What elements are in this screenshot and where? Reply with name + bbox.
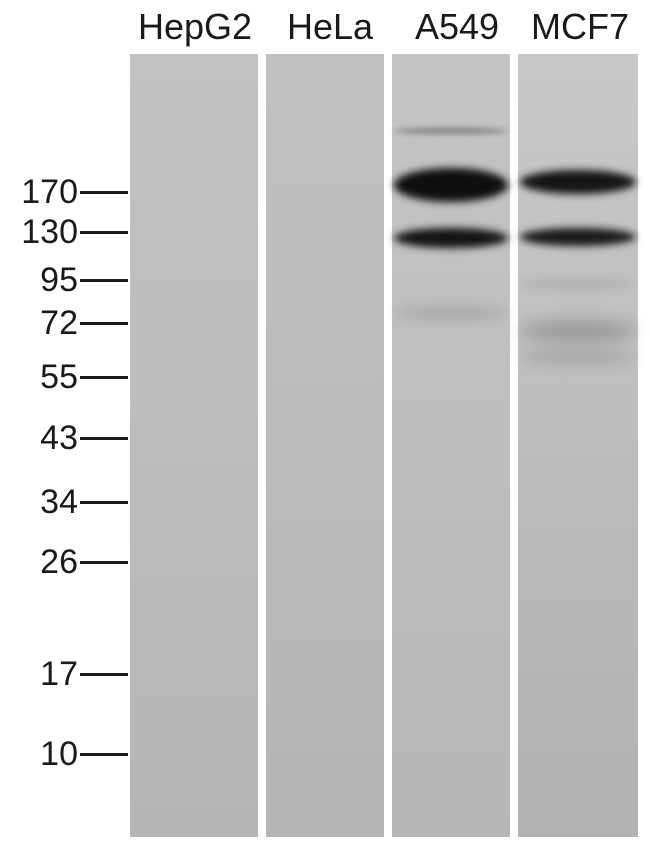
mw-tick — [80, 376, 128, 379]
lane-strip — [266, 54, 384, 837]
mw-tick — [80, 231, 128, 234]
protein-band — [520, 280, 636, 288]
mw-tick — [80, 673, 128, 676]
mw-label: 55 — [40, 358, 78, 397]
mw-label: 72 — [40, 304, 78, 343]
lane-strip — [518, 54, 638, 837]
mw-tick — [80, 753, 128, 756]
mw-tick — [80, 279, 128, 282]
mw-label: 26 — [40, 543, 78, 582]
mw-label: 10 — [40, 735, 78, 774]
mw-label: 34 — [40, 483, 78, 522]
mw-label: 130 — [21, 213, 78, 252]
mw-label: 43 — [40, 419, 78, 458]
mw-label: 95 — [40, 261, 78, 300]
mw-tick — [80, 322, 128, 325]
mw-label: 170 — [21, 173, 78, 212]
mw-tick — [80, 501, 128, 504]
mw-tick — [80, 191, 128, 194]
protein-band — [520, 350, 636, 364]
protein-band — [520, 228, 636, 246]
lane-label: MCF7 — [520, 6, 640, 48]
protein-band — [520, 320, 636, 342]
protein-band — [394, 306, 508, 320]
mw-tick — [80, 437, 128, 440]
protein-band — [394, 228, 508, 248]
mw-label: 17 — [40, 655, 78, 694]
protein-band — [394, 168, 508, 202]
western-blot-figure: 170130 95 72 55 43 34 26 17 10 HepG2HeLa A549MCF7 — [0, 0, 650, 849]
lane-label: HeLa — [270, 6, 390, 48]
mw-tick — [80, 561, 128, 564]
lane-strip — [392, 54, 510, 837]
lane-label: HepG2 — [130, 6, 260, 48]
lane-strip — [130, 54, 258, 837]
protein-band — [520, 170, 636, 194]
protein-band — [394, 128, 508, 134]
lane-label: A549 — [402, 6, 512, 48]
